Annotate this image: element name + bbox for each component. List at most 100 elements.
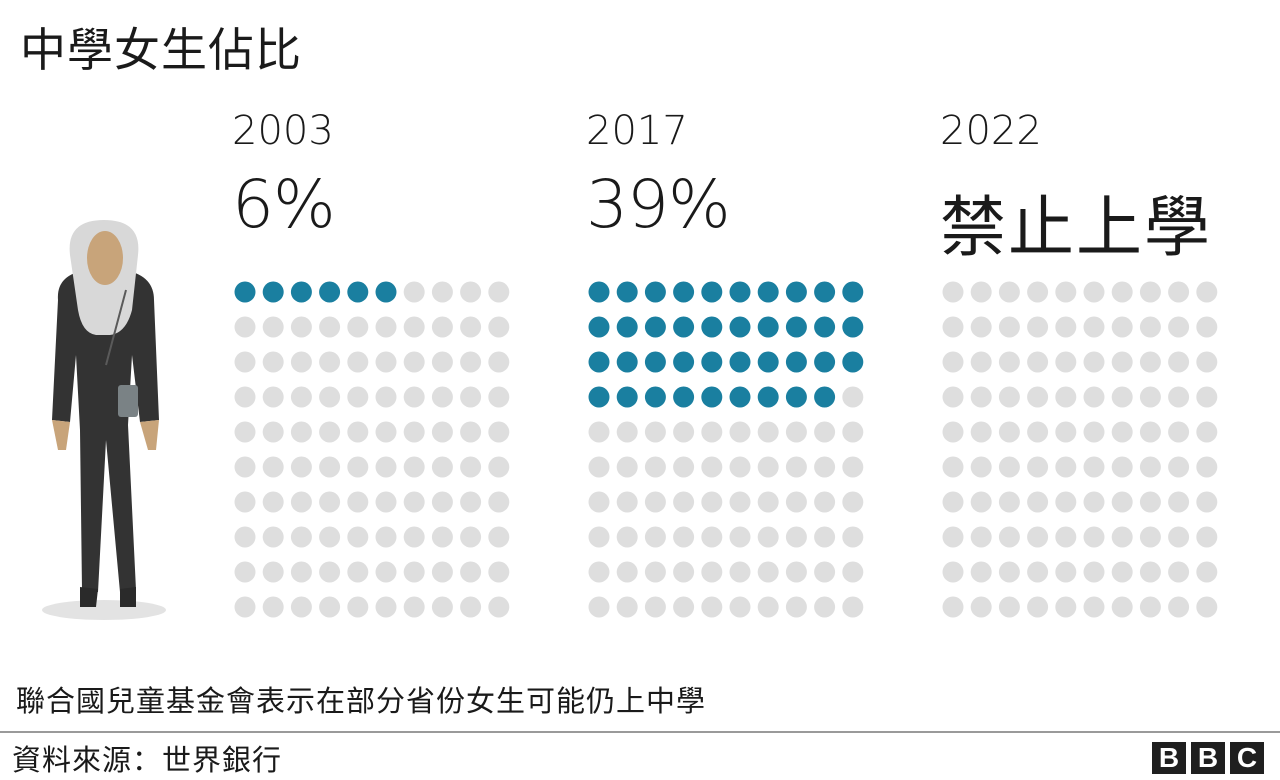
empty-dot <box>942 351 964 373</box>
empty-dot <box>1168 281 1190 303</box>
empty-dot <box>403 316 425 338</box>
empty-dot <box>1111 386 1133 408</box>
empty-dot <box>588 456 610 478</box>
empty-dot <box>729 421 751 443</box>
empty-dot <box>757 491 779 513</box>
empty-dot <box>290 316 312 338</box>
empty-dot <box>1139 456 1161 478</box>
empty-dot <box>785 491 807 513</box>
empty-dot <box>375 386 397 408</box>
empty-dot <box>460 456 482 478</box>
empty-dot <box>1111 456 1133 478</box>
empty-dot <box>1055 281 1077 303</box>
empty-dot <box>460 421 482 443</box>
empty-dot <box>460 491 482 513</box>
filled-dot <box>673 351 695 373</box>
empty-dot <box>942 561 964 583</box>
empty-dot <box>942 281 964 303</box>
empty-dot <box>262 456 284 478</box>
empty-dot <box>1083 456 1105 478</box>
empty-dot <box>998 491 1020 513</box>
filled-dot <box>319 281 341 303</box>
empty-dot <box>970 386 992 408</box>
empty-dot <box>673 596 695 618</box>
empty-dot <box>1139 281 1161 303</box>
empty-dot <box>1083 526 1105 548</box>
empty-dot <box>673 526 695 548</box>
empty-dot <box>1055 526 1077 548</box>
filled-dot <box>842 351 864 373</box>
empty-dot <box>488 281 510 303</box>
source-label: 資料來源：世界銀行 <box>12 743 283 777</box>
empty-dot <box>1168 526 1190 548</box>
empty-dot <box>460 281 482 303</box>
panel-2022: 2022 禁止上學 <box>940 108 1240 628</box>
empty-dot <box>319 596 341 618</box>
empty-dot <box>701 491 723 513</box>
empty-dot <box>1196 491 1218 513</box>
filled-dot <box>673 316 695 338</box>
empty-dot <box>1027 421 1049 443</box>
empty-dot <box>842 526 864 548</box>
filled-dot <box>757 316 779 338</box>
empty-dot <box>1055 316 1077 338</box>
empty-dot <box>588 491 610 513</box>
empty-dot <box>347 561 369 583</box>
empty-dot <box>942 316 964 338</box>
empty-dot <box>1168 561 1190 583</box>
empty-dot <box>970 561 992 583</box>
empty-dot <box>1111 281 1133 303</box>
empty-dot <box>234 386 256 408</box>
filled-dot <box>644 281 666 303</box>
empty-dot <box>757 561 779 583</box>
empty-dot <box>942 526 964 548</box>
filled-dot <box>729 351 751 373</box>
empty-dot <box>814 456 836 478</box>
empty-dot <box>942 421 964 443</box>
empty-dot <box>403 456 425 478</box>
empty-dot <box>375 421 397 443</box>
empty-dot <box>998 526 1020 548</box>
empty-dot <box>729 526 751 548</box>
empty-dot <box>1027 491 1049 513</box>
empty-dot <box>488 316 510 338</box>
empty-dot <box>431 561 453 583</box>
empty-dot <box>403 386 425 408</box>
filled-dot <box>290 281 312 303</box>
empty-dot <box>644 561 666 583</box>
empty-dot <box>942 491 964 513</box>
empty-dot <box>1168 491 1190 513</box>
empty-dot <box>729 596 751 618</box>
empty-dot <box>488 596 510 618</box>
filled-dot <box>701 386 723 408</box>
filled-dot <box>729 316 751 338</box>
empty-dot <box>1027 456 1049 478</box>
filled-dot <box>814 351 836 373</box>
empty-dot <box>319 526 341 548</box>
empty-dot <box>290 386 312 408</box>
empty-dot <box>375 316 397 338</box>
empty-dot <box>1196 561 1218 583</box>
empty-dot <box>701 526 723 548</box>
empty-dot <box>460 386 482 408</box>
empty-dot <box>403 596 425 618</box>
empty-dot <box>262 421 284 443</box>
empty-dot <box>1139 316 1161 338</box>
empty-dot <box>588 526 610 548</box>
empty-dot <box>757 526 779 548</box>
empty-dot <box>319 561 341 583</box>
empty-dot <box>488 386 510 408</box>
empty-dot <box>842 561 864 583</box>
empty-dot <box>1055 596 1077 618</box>
empty-dot <box>431 386 453 408</box>
empty-dot <box>431 421 453 443</box>
filled-dot <box>644 386 666 408</box>
empty-dot <box>998 351 1020 373</box>
empty-dot <box>616 596 638 618</box>
empty-dot <box>319 351 341 373</box>
empty-dot <box>1083 316 1105 338</box>
empty-dot <box>842 456 864 478</box>
empty-dot <box>1027 526 1049 548</box>
filled-dot <box>814 386 836 408</box>
empty-dot <box>431 316 453 338</box>
